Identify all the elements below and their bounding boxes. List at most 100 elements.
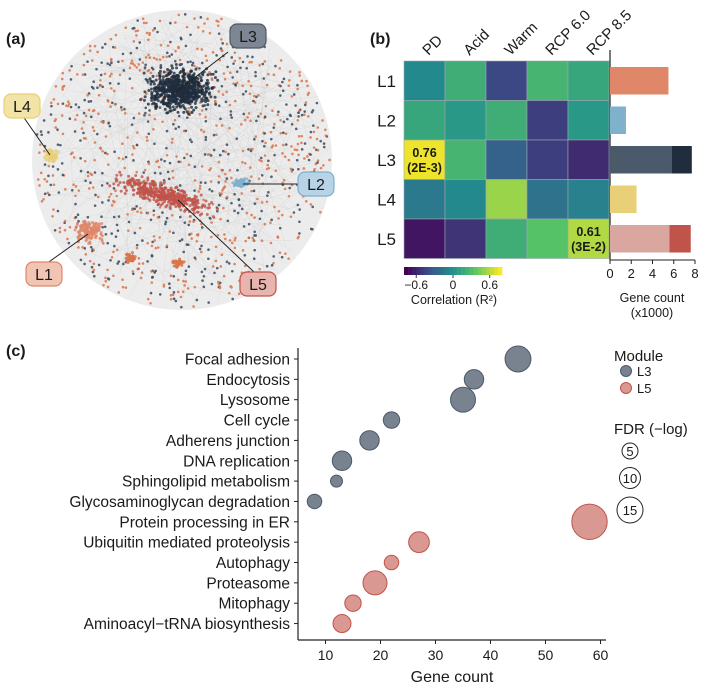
module-node-l3 bbox=[171, 105, 175, 109]
module-node-l5 bbox=[154, 192, 158, 196]
network-edge bbox=[121, 42, 280, 157]
network-node bbox=[109, 105, 112, 108]
network-node bbox=[143, 168, 147, 172]
network-node bbox=[190, 237, 193, 240]
module-node-l3 bbox=[165, 90, 169, 94]
module-node-l3 bbox=[186, 99, 190, 103]
network-node bbox=[200, 128, 203, 132]
network-node bbox=[221, 149, 225, 153]
module-node-l3 bbox=[168, 95, 172, 99]
network-node bbox=[319, 166, 323, 170]
network-node bbox=[132, 116, 136, 120]
network-node bbox=[145, 21, 148, 25]
network-edge bbox=[220, 24, 287, 248]
colorbar-segment bbox=[448, 267, 454, 275]
network-node bbox=[154, 246, 158, 250]
network-node bbox=[252, 99, 255, 103]
module-node-l3 bbox=[204, 96, 208, 100]
dot-point-l3 bbox=[382, 411, 401, 429]
network-node bbox=[220, 124, 224, 127]
network-node bbox=[213, 271, 216, 275]
network-node bbox=[140, 271, 144, 274]
network-edge bbox=[164, 160, 237, 174]
module-node-l3 bbox=[174, 101, 178, 105]
network-node bbox=[298, 220, 301, 224]
network-node bbox=[68, 69, 71, 72]
network-node bbox=[136, 19, 139, 22]
network-node bbox=[134, 29, 138, 33]
network-node bbox=[143, 66, 147, 69]
network-node bbox=[39, 171, 43, 175]
network-node bbox=[68, 117, 72, 121]
module-node-l5 bbox=[129, 178, 133, 182]
module-node-l5 bbox=[180, 199, 184, 203]
network-node bbox=[139, 211, 143, 214]
module-node-l2 bbox=[237, 181, 241, 185]
network-node bbox=[150, 270, 153, 273]
network-node bbox=[127, 220, 131, 224]
module-node-l3 bbox=[166, 67, 170, 71]
network-node bbox=[248, 166, 252, 169]
network-node bbox=[200, 61, 204, 65]
network-node bbox=[228, 168, 232, 172]
network-edge bbox=[114, 191, 140, 217]
network-node bbox=[169, 274, 173, 278]
network-node bbox=[179, 215, 182, 219]
module-node-l3 bbox=[175, 85, 179, 89]
network-node bbox=[162, 283, 166, 287]
network-node bbox=[104, 135, 108, 138]
network-node bbox=[150, 281, 154, 284]
network-node bbox=[312, 124, 315, 127]
module-node-l3 bbox=[142, 98, 146, 102]
network-edge bbox=[84, 123, 224, 159]
module-node-l3 bbox=[142, 71, 146, 75]
dotplot-points bbox=[306, 345, 608, 634]
network-node bbox=[122, 262, 125, 266]
network-node bbox=[225, 90, 228, 94]
network-node bbox=[186, 60, 190, 64]
network-node bbox=[183, 284, 186, 287]
module-node-l3 bbox=[203, 93, 207, 97]
network-node bbox=[148, 33, 151, 36]
network-node bbox=[153, 271, 156, 274]
module-node-l3 bbox=[170, 98, 174, 102]
network-edge bbox=[206, 248, 270, 268]
legend-fdr-circle bbox=[619, 467, 641, 489]
network-node bbox=[66, 237, 69, 241]
network-edge bbox=[54, 88, 174, 184]
module-node-l3 bbox=[192, 108, 196, 112]
module-node-l5 bbox=[196, 210, 200, 214]
network-node bbox=[315, 101, 319, 105]
module-node-l2 bbox=[245, 177, 249, 181]
network-node bbox=[97, 112, 100, 116]
module-node-l3 bbox=[182, 73, 186, 77]
network-node bbox=[280, 255, 284, 259]
colorbar-segment bbox=[473, 267, 478, 275]
network-node bbox=[113, 102, 117, 106]
module-node-l5 bbox=[126, 183, 130, 187]
network-node bbox=[173, 59, 177, 63]
network-node bbox=[198, 184, 202, 188]
module-node-l3 bbox=[169, 102, 173, 106]
network-node bbox=[165, 146, 168, 150]
heatmap-cell bbox=[485, 100, 528, 141]
network-node bbox=[141, 17, 145, 21]
module-node-l1 bbox=[79, 227, 83, 231]
module-node-l5 bbox=[163, 186, 167, 190]
network-node bbox=[75, 113, 79, 117]
network-node bbox=[189, 60, 192, 63]
network-node bbox=[304, 101, 308, 104]
network-node bbox=[63, 228, 67, 232]
network-node bbox=[61, 71, 65, 75]
network-node bbox=[247, 222, 251, 226]
network-node bbox=[169, 21, 172, 25]
network-node bbox=[276, 113, 280, 116]
network-node bbox=[316, 126, 320, 129]
colorbar-tick-label: −0.6 bbox=[404, 278, 428, 292]
network-node bbox=[123, 107, 126, 111]
network-node bbox=[92, 108, 96, 112]
module-node-l5 bbox=[141, 190, 145, 194]
network-edge bbox=[192, 101, 295, 307]
module-node-l5 bbox=[157, 202, 161, 206]
network-node bbox=[107, 199, 110, 202]
